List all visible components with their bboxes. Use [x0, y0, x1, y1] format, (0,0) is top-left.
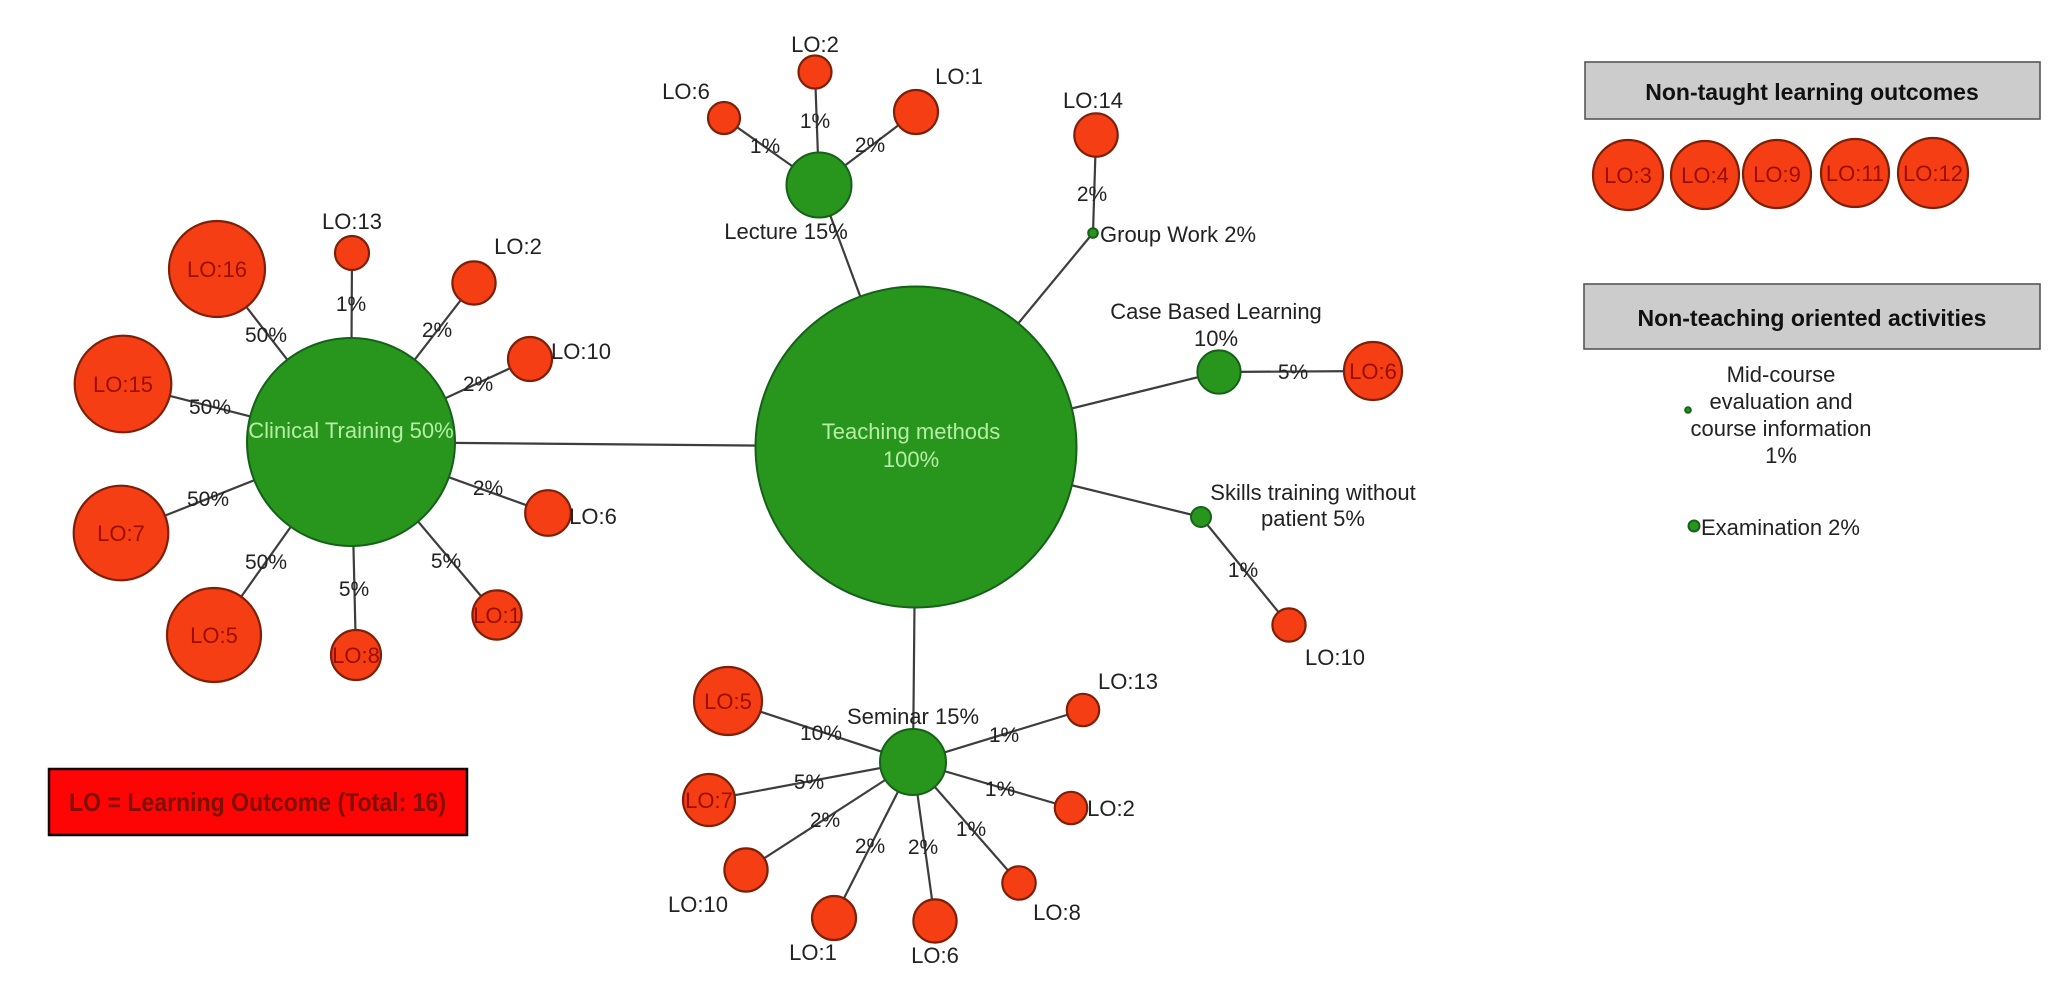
svg-text:Examination 2%: Examination 2% — [1701, 515, 1860, 540]
svg-text:1%: 1% — [800, 110, 830, 133]
svg-text:Lecture 15%: Lecture 15% — [724, 219, 848, 244]
svg-text:LO:6: LO:6 — [569, 504, 617, 529]
svg-text:evaluation and: evaluation and — [1709, 389, 1852, 414]
svg-text:10%: 10% — [1194, 326, 1238, 351]
svg-text:patient 5%: patient 5% — [1261, 506, 1365, 531]
svg-text:Case Based Learning: Case Based Learning — [1110, 299, 1322, 324]
svg-text:Mid-course: Mid-course — [1727, 362, 1836, 387]
svg-text:100%: 100% — [883, 447, 939, 472]
svg-text:Clinical Training 50%: Clinical Training 50% — [248, 418, 453, 443]
svg-text:1%: 1% — [989, 724, 1019, 747]
svg-text:1%: 1% — [336, 293, 366, 316]
svg-text:LO:9: LO:9 — [1753, 162, 1801, 187]
svg-text:2%: 2% — [422, 319, 452, 342]
svg-text:50%: 50% — [187, 488, 229, 511]
svg-text:LO:14: LO:14 — [1063, 88, 1123, 113]
svg-text:LO:13: LO:13 — [1098, 669, 1158, 694]
svg-text:LO:1: LO:1 — [935, 64, 983, 89]
svg-text:50%: 50% — [245, 324, 287, 347]
svg-text:LO:10: LO:10 — [668, 892, 728, 917]
svg-text:LO:2: LO:2 — [1087, 796, 1135, 821]
svg-text:Seminar 15%: Seminar 15% — [847, 704, 979, 729]
svg-text:Teaching methods: Teaching methods — [822, 419, 1001, 444]
svg-text:LO:10: LO:10 — [551, 339, 611, 364]
svg-text:LO:5: LO:5 — [190, 623, 238, 648]
svg-text:LO:15: LO:15 — [93, 372, 153, 397]
svg-text:LO:5: LO:5 — [704, 689, 752, 714]
svg-text:LO:16: LO:16 — [187, 257, 247, 282]
svg-text:1%: 1% — [985, 778, 1015, 801]
svg-text:LO:1: LO:1 — [789, 940, 837, 965]
svg-text:LO:2: LO:2 — [791, 32, 839, 57]
svg-text:50%: 50% — [245, 551, 287, 574]
svg-text:50%: 50% — [189, 396, 231, 419]
svg-text:5%: 5% — [431, 550, 461, 573]
svg-text:LO:7: LO:7 — [97, 521, 145, 546]
svg-text:Non-teaching oriented activiti: Non-teaching oriented activities — [1638, 305, 1987, 331]
svg-text:LO:7: LO:7 — [685, 788, 733, 813]
svg-text:LO:6: LO:6 — [662, 79, 710, 104]
svg-text:1%: 1% — [1765, 443, 1797, 468]
svg-text:1%: 1% — [1228, 559, 1258, 582]
svg-text:LO:6: LO:6 — [911, 943, 959, 968]
svg-text:LO:2: LO:2 — [494, 234, 542, 259]
svg-text:2%: 2% — [908, 836, 938, 859]
svg-text:LO = Learning Outcome (Total:: LO = Learning Outcome (Total: 16) — [69, 787, 446, 817]
svg-text:2%: 2% — [473, 477, 503, 500]
svg-text:LO:4: LO:4 — [1681, 163, 1729, 188]
svg-text:LO:8: LO:8 — [332, 643, 380, 668]
svg-text:1%: 1% — [750, 135, 780, 158]
svg-text:10%: 10% — [800, 722, 842, 745]
svg-text:2%: 2% — [855, 835, 885, 858]
svg-text:5%: 5% — [794, 771, 824, 794]
svg-text:1%: 1% — [956, 818, 986, 841]
svg-text:Group Work 2%: Group Work 2% — [1100, 222, 1256, 247]
svg-text:Non-taught learning outcomes: Non-taught learning outcomes — [1645, 79, 1979, 105]
svg-text:2%: 2% — [810, 809, 840, 832]
svg-text:LO:1: LO:1 — [473, 603, 521, 628]
svg-text:LO:6: LO:6 — [1349, 359, 1397, 384]
svg-text:Skills training without: Skills training without — [1210, 480, 1415, 505]
svg-text:2%: 2% — [463, 373, 493, 396]
svg-text:LO:3: LO:3 — [1604, 163, 1652, 188]
svg-text:5%: 5% — [339, 578, 369, 601]
svg-text:5%: 5% — [1278, 361, 1308, 384]
svg-text:2%: 2% — [855, 134, 885, 157]
svg-text:LO:13: LO:13 — [322, 209, 382, 234]
svg-text:2%: 2% — [1077, 183, 1107, 206]
svg-text:LO:11: LO:11 — [1826, 161, 1884, 186]
svg-text:course information: course information — [1691, 416, 1872, 441]
svg-text:LO:8: LO:8 — [1033, 900, 1081, 925]
svg-text:LO:10: LO:10 — [1305, 645, 1365, 670]
svg-text:LO:12: LO:12 — [1903, 161, 1963, 186]
